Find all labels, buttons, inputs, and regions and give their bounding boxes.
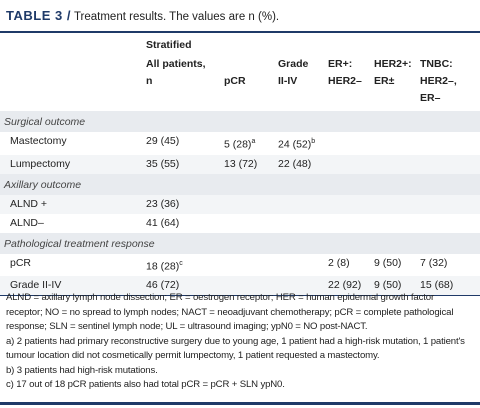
cell bbox=[274, 254, 324, 277]
row-label: Mastectomy bbox=[10, 135, 67, 147]
column-header-line: ER+: bbox=[328, 58, 353, 70]
section-label: Pathological treatment response bbox=[0, 232, 274, 254]
column-header: pCR bbox=[220, 53, 274, 111]
column-header-line: n bbox=[146, 75, 153, 87]
cell bbox=[416, 154, 480, 174]
section-label: Axillary outcome bbox=[0, 173, 274, 195]
column-header-line: HER2–, ER– bbox=[420, 75, 457, 104]
cell bbox=[324, 132, 370, 155]
table: Stratified All patients, n pCR Grade II-IV ER+… bbox=[0, 31, 480, 296]
cell bbox=[274, 111, 480, 132]
cell bbox=[416, 214, 480, 233]
column-header-line: HER2– bbox=[328, 75, 362, 87]
cell: 5 (28)a bbox=[220, 132, 274, 155]
data-row: Mastectomy 29 (45) 5 (28)a 24 (52)b bbox=[0, 132, 480, 155]
column-header: ER+: HER2– bbox=[324, 53, 370, 111]
row-label: pCR bbox=[10, 256, 32, 269]
column-header: TNBC: HER2–, ER– bbox=[416, 53, 480, 111]
cell bbox=[370, 154, 416, 174]
column-header-line: TNBC: bbox=[420, 58, 453, 70]
cell: 24 (52)b bbox=[274, 132, 324, 155]
cell bbox=[0, 32, 142, 53]
cell: 22 (48) bbox=[274, 154, 324, 174]
cell bbox=[274, 276, 324, 296]
data-row: ALND +23 (36) bbox=[0, 194, 480, 214]
cell bbox=[274, 194, 324, 214]
footnotes: ALND = axillary lymph node dissection; E… bbox=[6, 291, 472, 393]
cell bbox=[220, 194, 274, 214]
column-header: HER2+: ER± bbox=[370, 53, 416, 111]
cell: 13 (72) bbox=[220, 154, 274, 174]
column-header: Grade II-IV bbox=[274, 53, 324, 111]
data-row: Lumpectomy 35 (55) 13 (72) 22 (48) bbox=[0, 154, 480, 174]
cell bbox=[324, 154, 370, 174]
cell bbox=[274, 232, 480, 254]
footnote: ALND = axillary lymph node dissection; E… bbox=[6, 292, 454, 332]
cell-value: 18 (28) bbox=[146, 260, 180, 272]
cell bbox=[324, 194, 370, 214]
cell-value: 5 (28) bbox=[224, 138, 252, 151]
column-header-line: HER2+: bbox=[374, 58, 412, 70]
row-label: Lumpectomy bbox=[0, 154, 142, 174]
cell: 46 (72) bbox=[142, 276, 220, 296]
data-row: ALND– 41 (64) bbox=[0, 214, 480, 233]
footnote: c) 17 out of 18 pCR patients also had to… bbox=[6, 379, 285, 390]
cell: 9 (50) bbox=[374, 256, 402, 269]
column-header: All patients, n bbox=[142, 53, 220, 111]
column-header-line: ER± bbox=[374, 75, 395, 87]
column-header-line: All patients, bbox=[146, 58, 206, 70]
section-row: Surgical outcome bbox=[0, 111, 480, 132]
header-row: All patients, n pCR Grade II-IV ER+: HER2– HER2… bbox=[0, 53, 480, 111]
footnote-mark: c bbox=[179, 259, 183, 267]
title: TABLE 3 / Treatment results. The values … bbox=[6, 8, 279, 23]
table-label: TABLE 3 / bbox=[6, 8, 71, 23]
cell: 22 (92) bbox=[324, 276, 370, 296]
row-label: Grade II-IV bbox=[0, 276, 142, 296]
cell bbox=[274, 173, 480, 195]
footnote-mark: a bbox=[251, 138, 256, 145]
cell: 15 (68) bbox=[416, 276, 480, 296]
column-header-line: pCR bbox=[224, 75, 246, 87]
footnote: a) 2 patients had primary reconstructive… bbox=[6, 335, 465, 362]
section-row: Pathological treatment response bbox=[0, 232, 480, 254]
cell bbox=[370, 214, 416, 233]
cell: 23 (36) bbox=[142, 194, 220, 214]
cell bbox=[0, 53, 142, 111]
cell bbox=[220, 276, 274, 296]
cell bbox=[370, 194, 416, 214]
footnote-mark: b bbox=[311, 138, 316, 145]
cell: 29 (45) bbox=[146, 135, 180, 147]
cell: 18 (28)c bbox=[142, 254, 220, 277]
data-row: pCR 18 (28)c 2 (8) 9 (50) 7 (32) bbox=[0, 254, 480, 277]
cell: 7 (32) bbox=[420, 256, 448, 269]
section-row: Axillary outcome bbox=[0, 173, 480, 195]
group-header: Stratified bbox=[142, 32, 480, 53]
footnote: b) 3 patients had high-risk mutations. bbox=[6, 364, 158, 376]
table-caption: Treatment results. The values are n (%). bbox=[73, 11, 280, 23]
cell: 41 (64) bbox=[146, 216, 180, 229]
cell bbox=[416, 132, 480, 155]
section-label: Surgical outcome bbox=[0, 111, 274, 132]
cell: 2 (8) bbox=[328, 256, 350, 269]
bottom-rule bbox=[0, 402, 480, 405]
cell: 9 (50) bbox=[370, 276, 416, 296]
cell-value: 24 (52) bbox=[278, 138, 312, 151]
cell bbox=[220, 254, 274, 277]
cell: 35 (55) bbox=[142, 154, 220, 174]
cell bbox=[324, 214, 370, 233]
column-header-line: Grade bbox=[278, 58, 309, 70]
cell bbox=[370, 132, 416, 155]
column-header-line: II-IV bbox=[278, 75, 298, 87]
cell bbox=[220, 214, 274, 233]
row-label: ALND + bbox=[0, 194, 142, 214]
data-row: Grade II-IV 46 (72) 22 (92) 9 (50) 15 (68) bbox=[0, 276, 480, 296]
cell bbox=[416, 194, 480, 214]
cell bbox=[274, 214, 324, 233]
row-label: ALND– bbox=[10, 216, 44, 229]
header-row: Stratified bbox=[0, 32, 480, 53]
